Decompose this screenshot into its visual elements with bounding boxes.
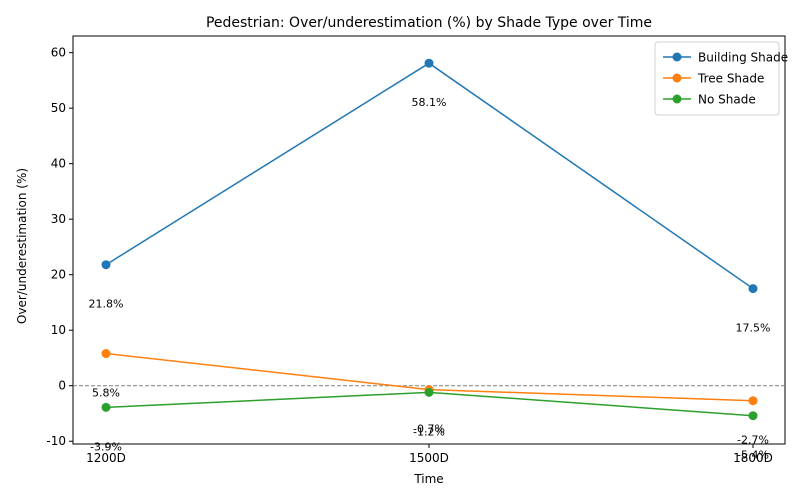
data-label-no-shade: -3.9%	[90, 440, 122, 453]
y-axis-label: Over/underestimation (%)	[15, 168, 29, 324]
data-point-no-shade	[101, 402, 111, 412]
x-tick-label: 1200D	[86, 451, 126, 465]
data-point-building-shade	[424, 58, 434, 68]
legend-label-no-shade: No Shade	[698, 93, 756, 107]
x-tick-label: 1500D	[409, 451, 449, 465]
y-tick-label: -10	[46, 434, 66, 448]
y-tick-label: 20	[51, 268, 66, 282]
data-label-no-shade: -5.4%	[737, 449, 769, 462]
data-point-tree-shade	[101, 349, 111, 359]
data-point-no-shade	[748, 411, 758, 421]
x-axis-label: Time	[413, 472, 443, 486]
data-point-no-shade	[424, 387, 434, 397]
data-point-tree-shade	[748, 396, 758, 406]
plot-area: -10 0 10 20 30 40 50 60 1200D 1500D 1800D 21.8% 58.1…	[46, 35, 786, 465]
y-tick-label: 40	[51, 157, 66, 171]
data-label-tree-shade: 5.8%	[92, 387, 120, 400]
data-label-building-shade: 58.1%	[412, 96, 447, 109]
data-label-tree-shade: -0.7%	[413, 423, 445, 436]
legend-label-tree-shade: Tree Shade	[697, 72, 764, 86]
y-tick-label: 10	[51, 323, 66, 337]
y-tick-label: 60	[51, 46, 66, 60]
y-tick-label: 0	[58, 379, 66, 393]
y-tick-label: 30	[51, 212, 66, 226]
data-point-building-shade	[101, 260, 111, 270]
data-label-building-shade: 17.5%	[736, 322, 771, 335]
legend-marker-building-shade	[672, 52, 682, 62]
x-tick-label: 1800D	[733, 451, 773, 465]
legend-marker-tree-shade	[672, 73, 682, 83]
legend-box	[654, 41, 780, 116]
legend-marker-no-shade	[672, 94, 682, 104]
data-label-tree-shade: -2.7%	[737, 434, 769, 447]
y-tick-label: 50	[51, 101, 66, 115]
legend-label-building-shade: Building Shade	[698, 51, 788, 65]
legend: Building Shade Tree Shade No Shade	[654, 41, 788, 116]
data-label-building-shade: 21.8%	[89, 298, 124, 311]
data-label-no-shade: -1.2%	[413, 425, 445, 438]
chart-title: Pedestrian: Over/underestimation (%) by …	[206, 15, 652, 31]
data-point-building-shade	[748, 284, 758, 294]
